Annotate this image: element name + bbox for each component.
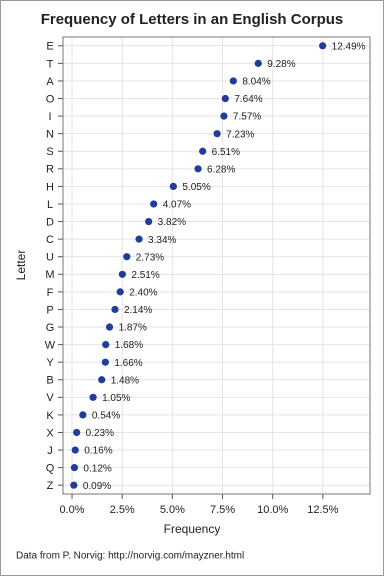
dot [145,217,153,226]
y-tick-label: T [47,58,54,70]
value-label: 3.34% [148,235,176,246]
y-tick-label: Q [46,463,55,475]
value-label: 7.64% [234,94,262,105]
value-label: 0.16% [84,446,112,457]
y-tick-label: D [46,216,54,228]
y-tick-label: V [46,392,54,404]
value-label: 0.12% [83,463,111,474]
y-tick-label: F [47,287,54,299]
y-tick-label: J [47,445,53,457]
y-tick-label: U [46,252,54,264]
dot [169,182,177,191]
dot [102,340,110,349]
plot-frame [62,36,371,495]
x-axis-label: Frequency [164,522,221,536]
value-label: 2.14% [124,305,152,316]
y-tick-label: W [45,340,56,352]
y-tick-label: G [46,322,55,334]
y-tick-label: E [46,41,53,53]
value-label: 0.23% [86,428,114,439]
dot [73,428,81,437]
y-tick-label: O [46,93,55,105]
y-tick-label: C [46,234,54,246]
value-label: 2.40% [129,288,157,299]
value-label: 1.05% [102,393,130,404]
dot [71,446,79,454]
value-label: 1.66% [114,358,142,369]
value-label: 8.04% [242,77,270,88]
dot [229,77,237,85]
value-label: 3.82% [158,217,186,228]
dot [116,288,124,296]
y-tick-label: K [46,410,54,422]
dot [213,130,221,138]
footnote: Data from P. Norvig: http://norvig.com/m… [16,551,244,562]
dot [319,42,327,50]
y-tick-label: A [46,76,54,88]
value-label: 12.49% [332,41,366,52]
x-tick-label: 0.0% [59,504,84,516]
dot [111,305,119,314]
value-label: 6.51% [212,147,240,158]
y-tick-label: M [45,269,54,281]
value-label: 5.05% [182,182,210,193]
value-label: 9.28% [267,59,295,70]
y-tick-label: I [48,111,51,123]
value-label: 2.73% [136,252,164,263]
value-label: 0.09% [83,481,111,492]
chart-title: Frequency of Letters in an English Corpu… [41,11,344,28]
y-tick-label: S [46,146,53,158]
y-tick-label: B [46,375,53,387]
dot [89,393,97,401]
y-tick-label: L [47,199,53,211]
x-tick-label: 7.5% [210,504,235,516]
dot [221,94,229,103]
y-tick-label: R [46,164,54,176]
value-label: 7.23% [226,129,254,140]
y-tick-label: Y [46,357,54,369]
dot [118,270,126,278]
value-label: 1.87% [119,323,147,334]
y-tick-label: P [46,304,53,316]
dot [98,376,106,384]
value-label: 1.68% [115,340,143,351]
dot [101,358,109,366]
value-label: 0.54% [92,411,120,422]
x-tick-label: 10.0% [257,504,288,516]
dot [70,481,78,489]
y-tick-label: X [46,427,54,439]
dot [220,112,228,120]
x-tick-label: 5.0% [160,504,185,516]
value-label: 1.48% [111,375,139,386]
dot [135,235,143,243]
y-tick-label: Z [47,480,54,492]
value-label: 2.51% [131,270,159,281]
dot [105,323,114,331]
dot [199,147,207,155]
value-label: 6.28% [207,164,235,175]
y-tick-label: H [46,181,54,193]
dot [123,253,131,261]
x-tick-label: 2.5% [110,504,135,516]
dot [70,464,79,472]
dot [254,59,262,67]
value-label: 7.57% [233,112,261,123]
y-axis-label: Letter [14,250,28,281]
value-label: 4.07% [163,200,191,211]
dot [194,165,202,173]
dot [150,200,158,208]
dot [79,411,87,419]
x-tick-label: 12.5% [307,504,338,516]
y-tick-label: N [46,129,54,141]
